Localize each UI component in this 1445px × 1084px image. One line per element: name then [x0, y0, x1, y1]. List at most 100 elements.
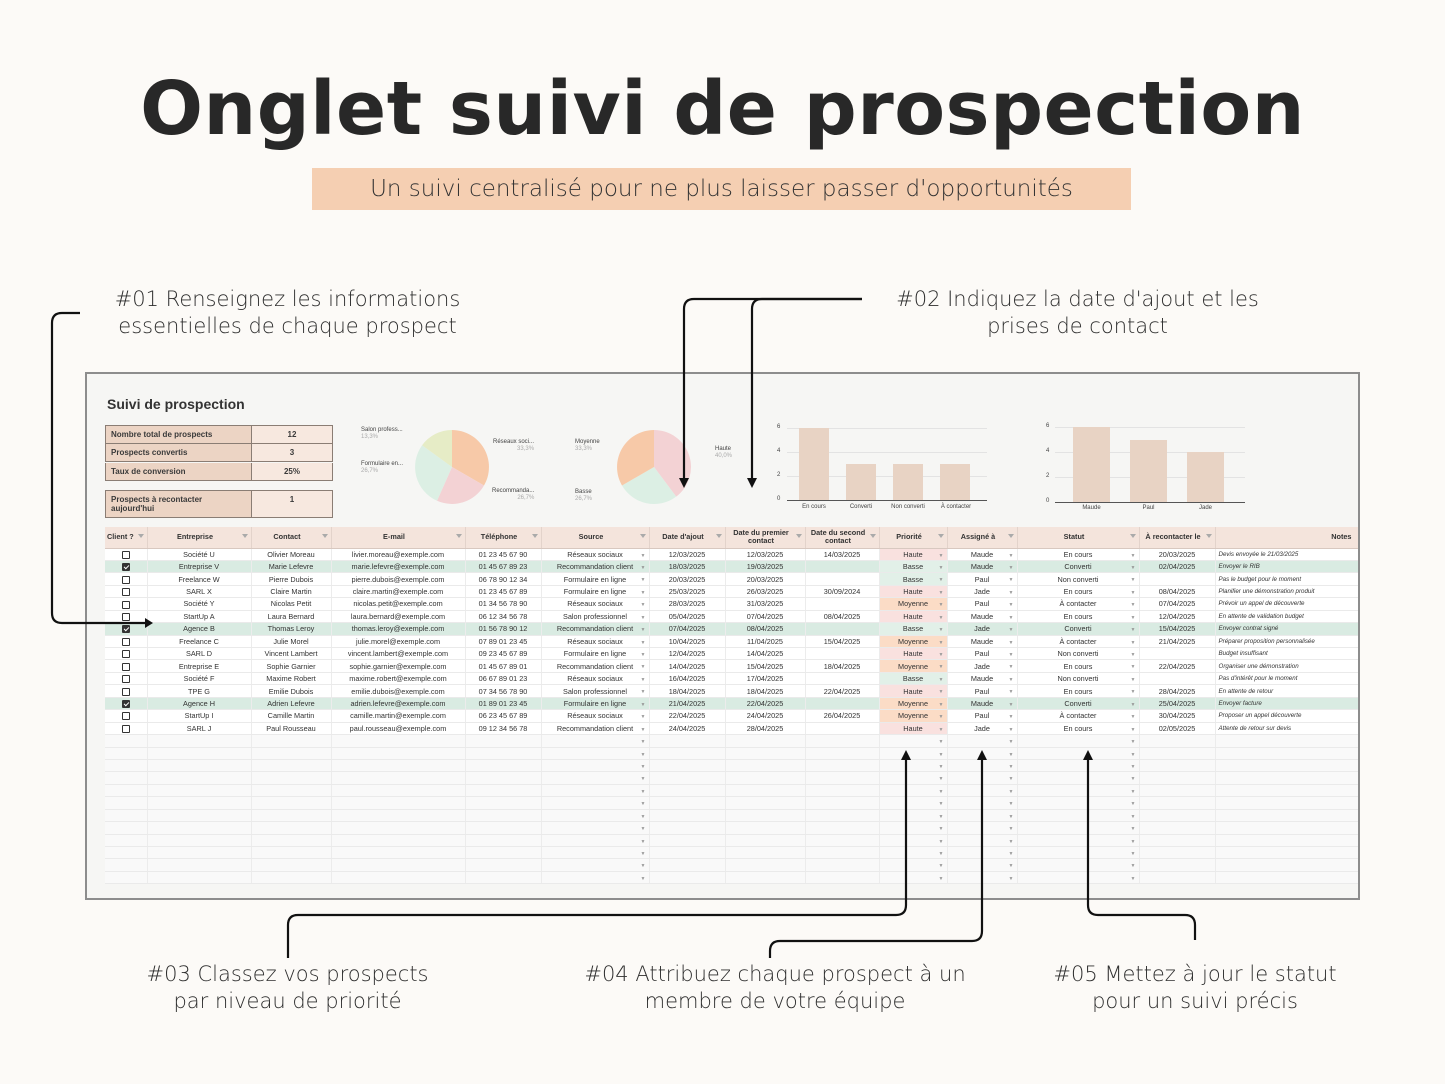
dropdown-arrow-icon[interactable]: ▼ [640, 564, 646, 571]
status-dropdown[interactable]: Non converti ▼ [1017, 572, 1140, 586]
filter-icon[interactable] [455, 534, 462, 538]
dropdown-arrow-icon[interactable]: ▼ [640, 676, 646, 683]
col-entreprise[interactable]: Entreprise [147, 527, 252, 549]
col-date-second-contact[interactable]: Date du second contact [805, 527, 880, 549]
empty-cell[interactable] [805, 871, 880, 885]
source-dropdown[interactable]: Réseaux sociaux ▼ [541, 709, 650, 723]
empty-cell[interactable]: ▼ [541, 858, 650, 872]
empty-cell[interactable] [1215, 747, 1358, 760]
empty-cell[interactable] [725, 796, 806, 810]
empty-cell[interactable]: ▼ [1017, 734, 1140, 748]
cell-email[interactable]: sophie.garnier@exemple.com [331, 659, 466, 673]
filter-icon[interactable] [795, 534, 802, 538]
cell-email[interactable]: thomas.leroy@exemple.com [331, 622, 466, 636]
cell-notes[interactable]: Préparer proposition personnalisée [1215, 635, 1358, 649]
cell-date-ajout[interactable]: 18/03/2025 [649, 560, 726, 574]
dropdown-arrow-icon[interactable]: ▼ [938, 838, 944, 845]
cell-entreprise[interactable]: Société F [147, 672, 252, 686]
cell-date-ajout[interactable]: 14/04/2025 [649, 659, 726, 673]
cell-date-second-contact[interactable] [805, 647, 880, 661]
cell-email[interactable]: pierre.dubois@exemple.com [331, 572, 466, 586]
dropdown-arrow-icon[interactable]: ▼ [1130, 838, 1136, 845]
empty-cell[interactable] [105, 809, 148, 823]
dropdown-arrow-icon[interactable]: ▼ [1008, 813, 1014, 820]
assignee-dropdown[interactable]: Paul ▼ [947, 647, 1018, 661]
assignee-dropdown[interactable]: Jade ▼ [947, 622, 1018, 636]
empty-cell[interactable] [147, 734, 252, 748]
assignee-dropdown[interactable]: Jade ▼ [947, 585, 1018, 599]
source-dropdown[interactable]: Formulaire en ligne ▼ [541, 572, 650, 586]
dropdown-arrow-icon[interactable]: ▼ [1130, 577, 1136, 584]
empty-cell[interactable]: ▼ [1017, 858, 1140, 872]
cell-entreprise[interactable]: StartUp I [147, 709, 252, 723]
empty-cell[interactable]: ▼ [947, 858, 1018, 872]
empty-cell[interactable] [465, 871, 542, 885]
checkbox-icon[interactable] [121, 625, 130, 634]
status-dropdown[interactable]: En cours ▼ [1017, 610, 1140, 624]
filter-icon[interactable] [1007, 534, 1014, 538]
filter-icon[interactable] [869, 534, 876, 538]
dropdown-arrow-icon[interactable]: ▼ [1130, 739, 1136, 746]
empty-cell[interactable]: ▼ [541, 821, 650, 835]
col-recontacter[interactable]: À recontacter le [1139, 527, 1216, 549]
dropdown-arrow-icon[interactable]: ▼ [640, 589, 646, 596]
dropdown-arrow-icon[interactable]: ▼ [640, 851, 646, 857]
empty-cell[interactable] [105, 796, 148, 810]
cell-recontacter[interactable]: 02/04/2025 [1139, 560, 1216, 574]
assignee-dropdown[interactable]: Jade ▼ [947, 659, 1018, 673]
empty-cell[interactable]: ▼ [879, 871, 948, 885]
empty-cell[interactable] [725, 759, 806, 773]
empty-cell[interactable] [251, 759, 332, 773]
cell-telephone[interactable]: 01 23 45 67 90 [465, 548, 542, 561]
cell-date-second-contact[interactable]: 15/04/2025 [805, 635, 880, 649]
dropdown-arrow-icon[interactable]: ▼ [1130, 676, 1136, 683]
empty-cell[interactable] [649, 796, 726, 810]
empty-cell[interactable] [1139, 871, 1216, 885]
empty-cell[interactable] [465, 734, 542, 748]
empty-cell[interactable] [465, 784, 542, 798]
cell-recontacter[interactable]: 21/04/2025 [1139, 635, 1216, 649]
cell-contact[interactable]: Vincent Lambert [251, 647, 332, 661]
empty-cell[interactable] [465, 771, 542, 785]
empty-cell[interactable] [649, 809, 726, 823]
empty-cell[interactable] [725, 834, 806, 848]
empty-cell[interactable] [147, 821, 252, 835]
cell-date-ajout[interactable]: 18/04/2025 [649, 684, 726, 698]
source-dropdown[interactable]: Formulaire en ligne ▼ [541, 647, 650, 661]
col-date-premier-contact[interactable]: Date du premier contact [725, 527, 806, 549]
cell-entreprise[interactable]: Société Y [147, 597, 252, 611]
cell-date-second-contact[interactable] [805, 560, 880, 574]
empty-cell[interactable] [147, 747, 252, 760]
assignee-dropdown[interactable]: Maude ▼ [947, 697, 1018, 711]
empty-cell[interactable] [1215, 771, 1358, 785]
empty-cell[interactable]: ▼ [879, 858, 948, 872]
client-checkbox[interactable] [105, 585, 148, 599]
dropdown-arrow-icon[interactable]: ▼ [938, 851, 944, 857]
filter-icon[interactable] [715, 534, 722, 538]
empty-cell[interactable]: ▼ [947, 734, 1018, 748]
empty-cell[interactable] [805, 771, 880, 785]
dropdown-arrow-icon[interactable]: ▼ [938, 788, 944, 795]
dropdown-arrow-icon[interactable]: ▼ [1008, 714, 1014, 721]
cell-telephone[interactable]: 07 89 01 23 45 [465, 635, 542, 649]
source-dropdown[interactable]: Réseaux sociaux ▼ [541, 635, 650, 649]
dropdown-arrow-icon[interactable]: ▼ [640, 838, 646, 845]
dropdown-arrow-icon[interactable]: ▼ [938, 676, 944, 683]
dropdown-arrow-icon[interactable]: ▼ [640, 739, 646, 746]
dropdown-arrow-icon[interactable]: ▼ [1130, 851, 1136, 857]
cell-date-premier-contact[interactable]: 15/04/2025 [725, 659, 806, 673]
kpi-value[interactable]: 3 [252, 444, 332, 461]
status-dropdown[interactable]: En cours ▼ [1017, 548, 1140, 561]
dropdown-arrow-icon[interactable]: ▼ [938, 714, 944, 721]
dropdown-arrow-icon[interactable]: ▼ [1130, 589, 1136, 596]
cell-notes[interactable]: Budget insuffisant [1215, 647, 1358, 661]
empty-cell[interactable] [331, 834, 466, 848]
checkbox-icon[interactable] [121, 612, 130, 621]
status-dropdown[interactable]: En cours ▼ [1017, 684, 1140, 698]
dropdown-arrow-icon[interactable]: ▼ [938, 652, 944, 658]
priority-dropdown[interactable]: Haute ▼ [879, 647, 948, 661]
assignee-dropdown[interactable]: Jade ▼ [947, 722, 1018, 736]
filter-icon[interactable] [531, 534, 538, 538]
cell-telephone[interactable]: 09 23 45 67 89 [465, 647, 542, 661]
cell-date-premier-contact[interactable]: 19/03/2025 [725, 560, 806, 574]
